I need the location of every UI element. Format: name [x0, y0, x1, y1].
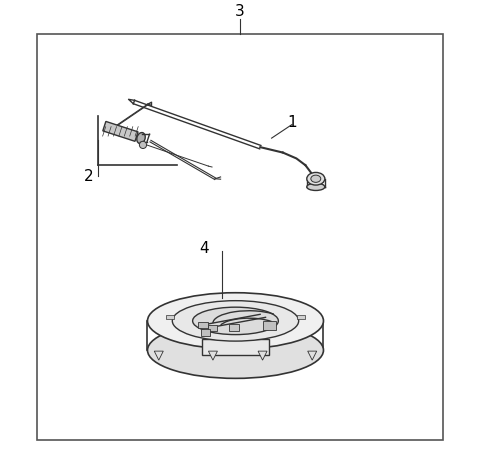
Circle shape: [139, 141, 146, 148]
Bar: [199, 322, 207, 328]
Polygon shape: [154, 351, 163, 360]
Bar: [167, 315, 174, 319]
Text: 4: 4: [199, 241, 209, 256]
Bar: [207, 325, 216, 331]
FancyBboxPatch shape: [202, 339, 269, 355]
Text: 3: 3: [235, 4, 245, 19]
Ellipse shape: [137, 133, 145, 143]
Text: 2: 2: [84, 169, 93, 184]
Bar: [228, 324, 239, 331]
Text: 1: 1: [287, 115, 297, 130]
Bar: [297, 315, 304, 319]
Ellipse shape: [307, 183, 325, 191]
Ellipse shape: [307, 173, 325, 185]
Ellipse shape: [311, 175, 321, 183]
Ellipse shape: [147, 322, 324, 378]
Ellipse shape: [172, 301, 299, 341]
Bar: [201, 330, 210, 336]
Ellipse shape: [192, 307, 278, 335]
Bar: [263, 321, 276, 330]
Polygon shape: [308, 351, 317, 360]
Polygon shape: [208, 351, 217, 360]
Ellipse shape: [147, 293, 324, 349]
Polygon shape: [103, 121, 138, 141]
Polygon shape: [258, 351, 267, 360]
